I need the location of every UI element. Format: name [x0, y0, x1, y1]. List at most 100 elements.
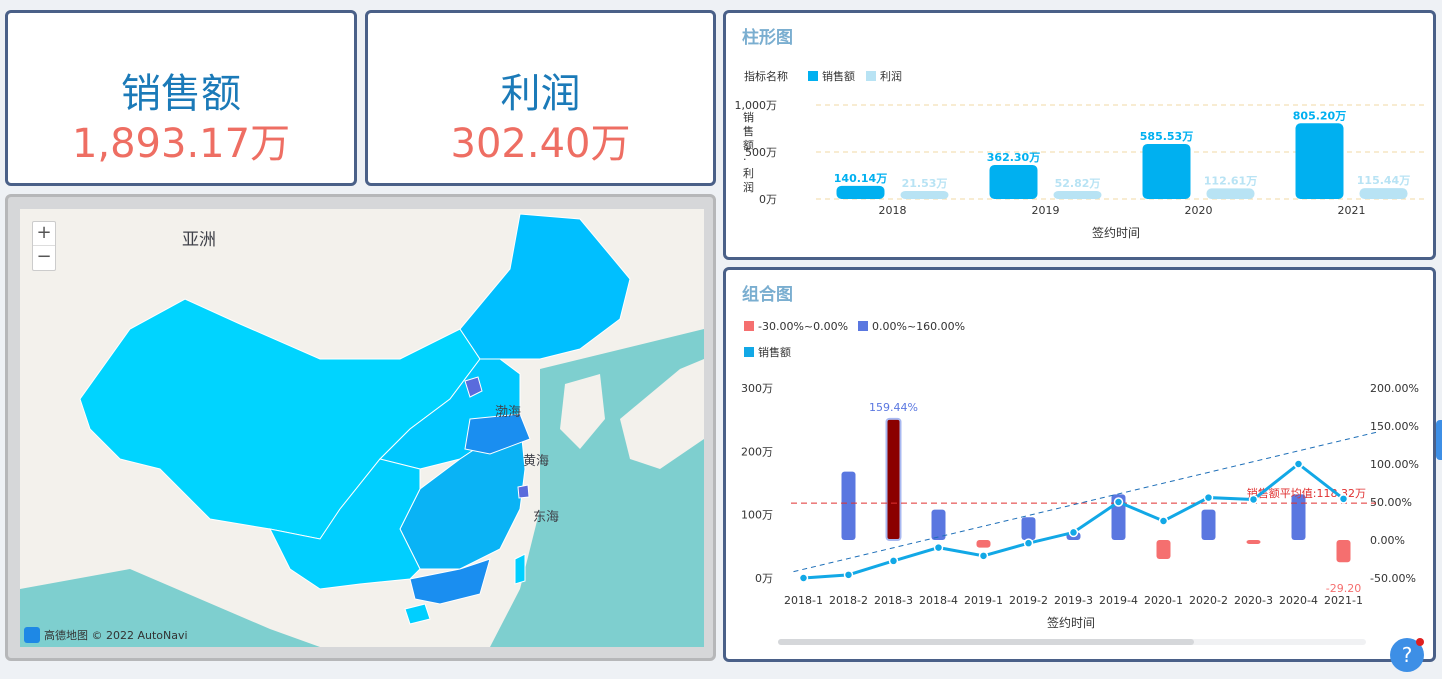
region-guangdong [409, 558, 491, 605]
sales-point[interactable] [1293, 459, 1304, 469]
bar-growth-rate[interactable] [885, 417, 902, 542]
y-right-tick-label: 50.00% [1370, 496, 1412, 509]
bar-data-label: 21.53万 [902, 177, 948, 190]
bar-data-label: 52.82万 [1055, 177, 1101, 190]
legend-label-0[interactable]: -30.00%~0.00% [758, 320, 848, 333]
x-tick-label: 2019-3 [1054, 594, 1093, 607]
y-tick-label: 1,000万 [735, 99, 778, 112]
x-tick-label: 2019-2 [1009, 594, 1048, 607]
zoom-out-button[interactable]: − [36, 246, 52, 267]
sales-point[interactable] [1203, 492, 1214, 503]
china-map[interactable]: + − 亚洲 渤海 黄海 东海 高德地图 © 2022 AutoNavi [20, 209, 704, 647]
zoom-in-button[interactable]: + [33, 222, 55, 246]
y-left-tick-label: 100万 [741, 509, 773, 522]
legend-swatch-0[interactable] [744, 321, 754, 331]
legend-swatch-2[interactable] [744, 347, 754, 357]
side-handle[interactable] [1436, 420, 1442, 460]
kpi-profit-value: 302.40万 [450, 121, 631, 167]
bar-growth-rate[interactable] [1246, 540, 1261, 544]
x-tick-label: 2020-2 [1189, 594, 1228, 607]
scrollbar-thumb[interactable] [778, 639, 1194, 645]
bar-sales[interactable] [1295, 123, 1344, 199]
bar-data-label: 140.14万 [834, 172, 887, 185]
bar-growth-rate[interactable] [1021, 517, 1036, 540]
legend-label-1[interactable]: 利润 [880, 69, 902, 83]
bar-profit[interactable] [1359, 188, 1408, 199]
legend-swatch-1[interactable] [858, 321, 868, 331]
kpi-card-profit: 利润 302.40万 [365, 10, 716, 186]
bar-growth-rate[interactable] [1201, 509, 1216, 540]
bar-profit[interactable] [900, 191, 949, 199]
sales-point[interactable] [1023, 538, 1034, 548]
sales-point[interactable] [1068, 527, 1079, 538]
bar-sales[interactable] [989, 164, 1038, 199]
sales-line[interactable] [803, 462, 1345, 580]
korea-landmass [560, 374, 605, 449]
bar-growth-rate[interactable] [976, 540, 991, 548]
map-label-asia: 亚洲 [182, 230, 216, 250]
bar-profit[interactable] [1206, 188, 1255, 199]
region-beijing [464, 376, 483, 398]
sales-point[interactable] [1158, 516, 1169, 526]
bar-growth-rate[interactable] [841, 471, 856, 540]
bar-sales[interactable] [836, 185, 885, 199]
x-tick-label: 2018 [879, 204, 907, 217]
kpi-sales-value: 1,893.17万 [71, 121, 291, 167]
bar-negative-label: -29.20 [1326, 582, 1361, 595]
x-axis-title: 签约时间 [1047, 615, 1095, 630]
legend-swatch-1[interactable] [866, 71, 876, 81]
bar-highlight-label: 159.44% [869, 401, 918, 414]
legend-label-2[interactable]: 销售额 [758, 345, 791, 359]
legend-swatch-0[interactable] [808, 71, 818, 81]
region-southwest [269, 458, 421, 590]
sales-point[interactable] [1248, 494, 1259, 505]
x-tick-label: 2019-4 [1099, 594, 1138, 607]
y-right-tick-label: 150.00% [1370, 420, 1419, 433]
mean-line-label: 销售额平均值:118.32万 [1247, 486, 1366, 500]
bar-profit[interactable] [1053, 191, 1102, 199]
sales-point[interactable] [933, 542, 944, 553]
y-left-tick-label: 300万 [741, 382, 773, 395]
y-axis-label-char: 额 [743, 139, 754, 152]
sales-point[interactable] [978, 551, 989, 561]
map-canvas [20, 213, 704, 647]
y-right-tick-label: 0.00% [1370, 534, 1405, 547]
sales-point[interactable] [843, 570, 854, 580]
map-panel: + − 亚洲 渤海 黄海 东海 高德地图 © 2022 AutoNavi [5, 194, 716, 661]
bar-data-label: 112.61万 [1204, 174, 1257, 187]
y-axis-label-char: · [743, 153, 747, 166]
sales-point[interactable] [1113, 497, 1124, 507]
kpi-card-sales: 销售额 1,893.17万 [5, 10, 357, 186]
bar-sales[interactable] [1142, 143, 1191, 199]
x-tick-label: 2020-3 [1234, 594, 1273, 607]
bar-growth-rate[interactable] [1291, 494, 1306, 540]
legend-label-1[interactable]: 0.00%~160.00% [872, 320, 965, 333]
x-tick-label: 2018-1 [784, 594, 823, 607]
bar-data-label: 362.30万 [987, 151, 1040, 164]
region-hainan [404, 603, 431, 625]
bar-growth-rate[interactable] [1156, 540, 1171, 559]
bar-growth-rate[interactable] [931, 509, 946, 540]
amap-logo-icon [24, 627, 40, 643]
x-tick-label: 2019-1 [964, 594, 1003, 607]
region-shanghai [517, 484, 530, 499]
y-left-tick-label: 200万 [741, 445, 773, 458]
bar-growth-rate[interactable] [1336, 540, 1351, 563]
region-taiwan [514, 553, 526, 585]
legend-label-0[interactable]: 销售额 [822, 69, 855, 83]
x-tick-label: 2018-3 [874, 594, 913, 607]
y-axis-label-char: 售 [743, 124, 754, 138]
x-tick-label: 2018-2 [829, 594, 868, 607]
sales-point[interactable] [888, 556, 899, 566]
notification-dot [1416, 638, 1424, 646]
sea-area-south [20, 569, 320, 647]
sales-point[interactable] [798, 573, 809, 583]
help-button[interactable]: ? [1390, 638, 1424, 672]
map-credit-text: 高德地图 © 2022 AutoNavi [44, 629, 188, 642]
map-credit: 高德地图 © 2022 AutoNavi [24, 627, 188, 643]
bar-data-label: 805.20万 [1293, 109, 1346, 122]
y-left-tick-label: 0万 [755, 572, 773, 585]
region-northeast [459, 213, 631, 360]
sales-point[interactable] [1338, 494, 1349, 504]
